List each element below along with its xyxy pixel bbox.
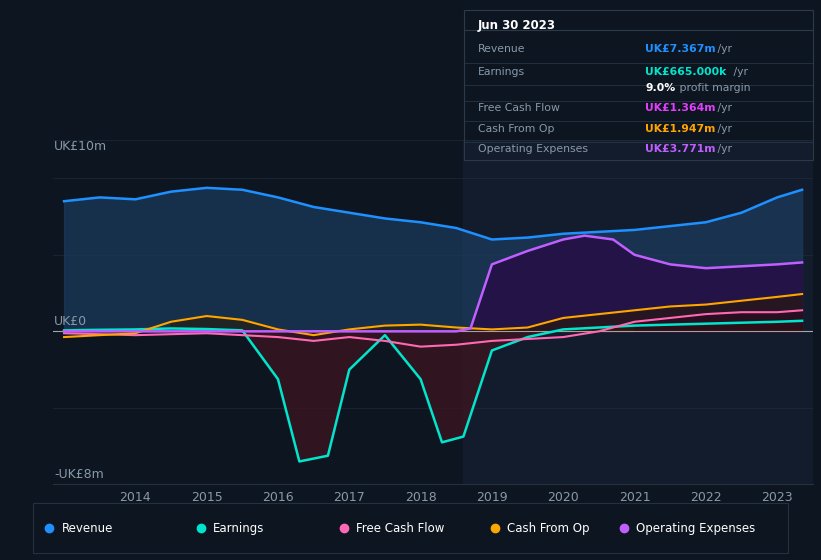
Text: Revenue: Revenue [62,521,113,535]
Text: /yr: /yr [714,103,732,113]
Text: /yr: /yr [714,144,732,154]
Text: UK£1.947m: UK£1.947m [645,124,716,134]
Text: UK£7.367m: UK£7.367m [645,44,716,54]
Text: 9.0%: 9.0% [645,82,676,92]
Text: /yr: /yr [714,124,732,134]
Text: /yr: /yr [714,44,732,54]
Text: Revenue: Revenue [478,44,525,54]
Text: Earnings: Earnings [213,521,264,535]
Text: Operating Expenses: Operating Expenses [478,144,588,154]
Text: -UK£8m: -UK£8m [54,468,104,481]
Text: Free Cash Flow: Free Cash Flow [356,521,444,535]
Text: UK£665.000k: UK£665.000k [645,67,727,77]
Bar [463,140,813,484]
Text: Jun 30 2023: Jun 30 2023 [478,19,556,32]
Text: Free Cash Flow: Free Cash Flow [478,103,560,113]
Text: Cash From Op: Cash From Op [507,521,589,535]
Text: profit margin: profit margin [676,82,750,92]
Text: UK£3.771m: UK£3.771m [645,144,716,154]
Text: UK£1.364m: UK£1.364m [645,103,716,113]
Text: UK£0: UK£0 [54,315,87,328]
Text: Cash From Op: Cash From Op [478,124,554,134]
Text: Operating Expenses: Operating Expenses [635,521,754,535]
Text: UK£10m: UK£10m [54,140,108,153]
Text: Earnings: Earnings [478,67,525,77]
Text: /yr: /yr [730,67,748,77]
